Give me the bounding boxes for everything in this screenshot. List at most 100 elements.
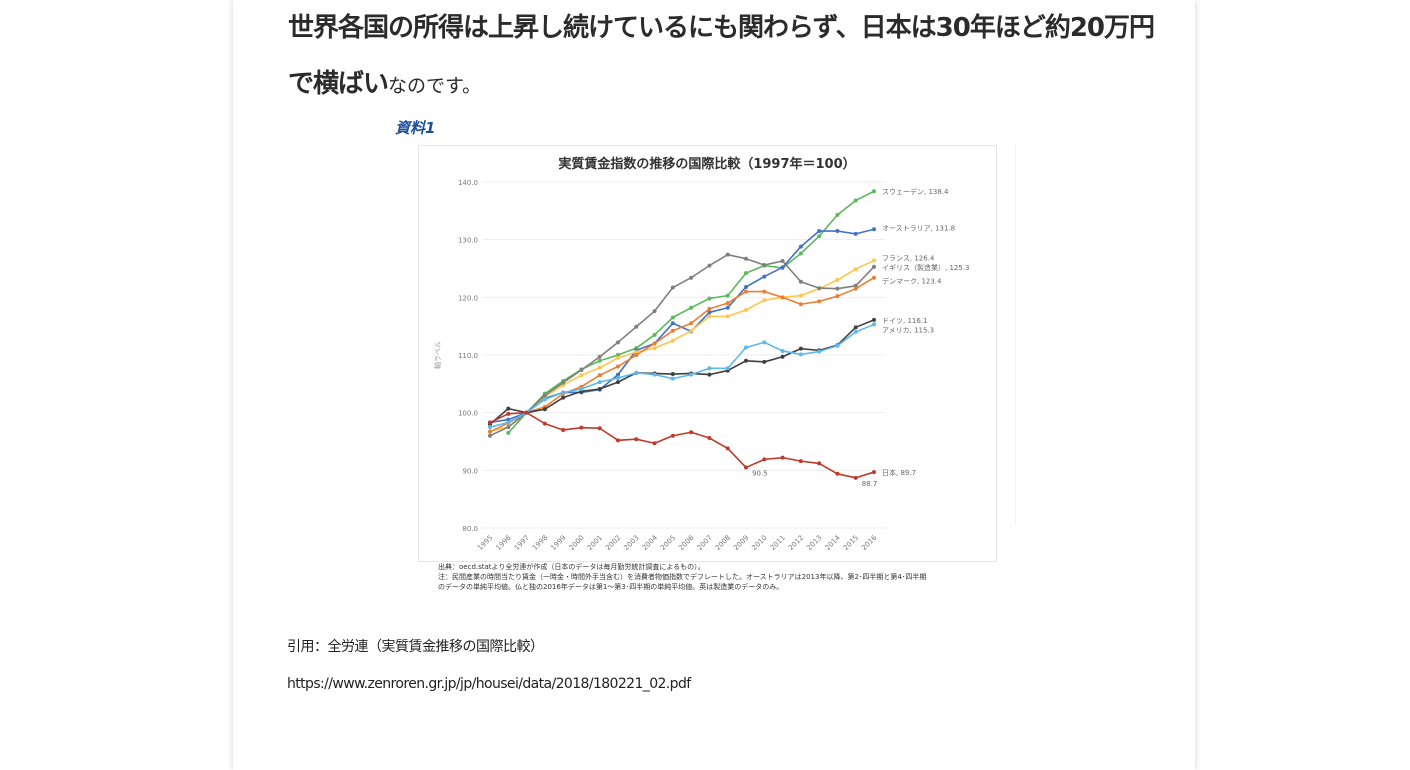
data-point [542, 397, 547, 402]
data-point [488, 429, 492, 434]
source-link[interactable]: https://www.zenroren.gr.jp/jp/housei/dat… [287, 676, 691, 692]
data-point [817, 229, 822, 234]
data-point [798, 459, 803, 464]
data-point [670, 433, 675, 438]
data-point [689, 305, 694, 310]
data-point [725, 252, 730, 257]
data-point [798, 244, 803, 249]
series-end-label: アメリカ, 115.3 [882, 326, 934, 334]
data-point [670, 328, 675, 333]
x-tick-label: 2016 [860, 533, 879, 552]
data-point [798, 302, 803, 307]
data-point [872, 275, 876, 280]
series-end-label: デンマーク, 123.4 [882, 277, 942, 286]
figure-label: 資料1 [395, 119, 436, 137]
series-end-label: フランス, 126.4 [882, 254, 935, 262]
series-end-label: 日本, 89.7 [882, 468, 916, 477]
x-tick-label: 2005 [659, 534, 677, 552]
data-point [670, 338, 675, 343]
data-annotation: 88.7 [862, 480, 878, 488]
lead-normal-text: なのです。 [388, 75, 482, 97]
data-point [780, 259, 785, 264]
data-point [561, 427, 566, 432]
data-point [616, 380, 620, 385]
data-point [670, 285, 675, 290]
data-point [597, 373, 602, 378]
data-point [835, 294, 840, 299]
data-point [872, 227, 876, 232]
data-point [744, 308, 748, 313]
series-end-label: スウェーデン, 138.4 [882, 187, 949, 196]
data-point [561, 395, 566, 400]
x-tick-label: 2007 [696, 534, 714, 552]
data-point [616, 355, 620, 360]
data-point [798, 251, 803, 256]
data-point [616, 340, 620, 345]
data-point [707, 366, 712, 371]
data-point [597, 380, 602, 385]
data-point [652, 441, 657, 446]
data-point [542, 421, 547, 426]
x-tick-label: 2006 [677, 533, 696, 552]
data-point [853, 475, 858, 480]
data-point [780, 265, 785, 270]
data-point [707, 372, 712, 377]
data-point [835, 343, 840, 348]
data-point [725, 293, 730, 298]
data-point [725, 366, 730, 371]
data-point [853, 231, 858, 236]
series-end-label: イギリス（製造業）, 125.3 [882, 263, 970, 272]
data-point [652, 341, 657, 346]
data-point [561, 390, 566, 395]
data-point [817, 286, 822, 291]
data-point [689, 328, 694, 333]
data-point [762, 359, 767, 364]
data-point [780, 348, 785, 353]
x-tick-label: 2004 [641, 533, 660, 552]
citation-text: 引用：全労連（実質賃金推移の国際比較） [287, 639, 544, 655]
data-point [561, 380, 566, 385]
data-point [744, 256, 748, 261]
data-point [634, 353, 639, 357]
data-point [872, 470, 876, 475]
data-point [506, 411, 511, 416]
data-point [835, 212, 840, 217]
data-point [524, 410, 529, 415]
data-point [798, 293, 803, 298]
x-tick-label: 1995 [476, 534, 494, 552]
y-tick-label: 130.0 [458, 237, 478, 245]
data-point [853, 329, 858, 334]
chart-notes: 出典：oecd.statより全労連が作成（日本のデータは毎月勤労統計調査によるも… [438, 562, 998, 592]
data-point [597, 387, 602, 392]
data-point [872, 258, 876, 263]
data-point [652, 372, 657, 377]
data-point [853, 267, 858, 272]
data-point [488, 425, 492, 430]
data-point [780, 295, 785, 300]
data-point [488, 433, 492, 438]
x-tick-label: 2002 [604, 534, 622, 552]
x-tick-label: 2013 [805, 534, 823, 552]
data-point [744, 271, 748, 276]
data-point [634, 370, 639, 375]
data-point [670, 372, 675, 377]
data-point [762, 298, 767, 303]
data-point [780, 455, 785, 460]
data-point [616, 376, 620, 381]
data-point [762, 263, 767, 268]
data-point [817, 234, 822, 239]
y-tick-label: 80.0 [462, 525, 478, 533]
data-point [579, 373, 584, 378]
series-line [489, 253, 875, 437]
chart-title: 実質賃金指数の推移の国際比較（1997年＝100） [558, 156, 855, 172]
data-point [725, 301, 730, 306]
data-point [652, 346, 657, 351]
data-point [762, 340, 767, 345]
data-point [725, 446, 730, 451]
data-point [488, 420, 492, 425]
note-line: 出典：oecd.statより全労連が作成（日本のデータは毎月勤労統計調査によるも… [438, 563, 705, 571]
data-point [872, 189, 876, 194]
data-point [817, 299, 822, 304]
data-point [506, 430, 511, 435]
data-point [597, 365, 602, 370]
